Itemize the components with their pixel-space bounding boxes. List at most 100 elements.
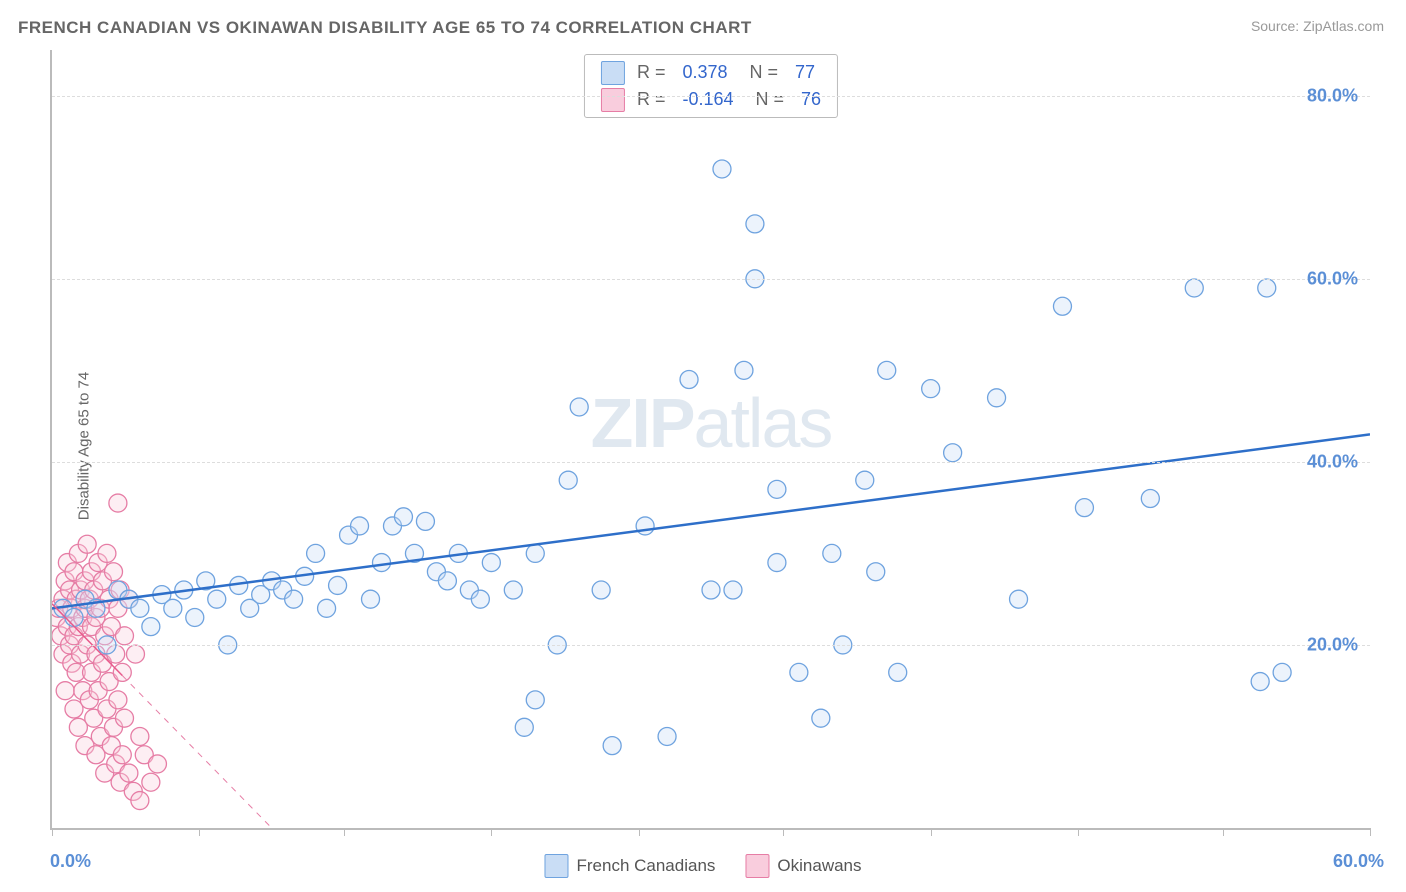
pink-point [98, 544, 116, 562]
blue-point [735, 361, 753, 379]
blue-point [142, 618, 160, 636]
pink-point [105, 563, 123, 581]
blue-point [482, 554, 500, 572]
x-tick-mark [1370, 828, 1371, 836]
blue-point [724, 581, 742, 599]
legend-item: Okinawans [745, 854, 861, 878]
blue-point [812, 709, 830, 727]
x-tick-mark [199, 828, 200, 836]
blue-point [285, 590, 303, 608]
gridline [52, 96, 1370, 97]
x-tick-mark [1078, 828, 1079, 836]
blue-point [504, 581, 522, 599]
blue-point [1075, 499, 1093, 517]
blue-point [1010, 590, 1028, 608]
blue-point [856, 471, 874, 489]
blue-point [329, 576, 347, 594]
legend-swatch [544, 854, 568, 878]
blue-point [790, 663, 808, 681]
blue-point [713, 160, 731, 178]
blue-point [416, 512, 434, 530]
y-tick-label: 80.0% [1307, 85, 1358, 106]
pink-point [115, 709, 133, 727]
y-tick-label: 40.0% [1307, 451, 1358, 472]
pink-point [142, 773, 160, 791]
legend-label: French Canadians [576, 856, 715, 876]
blue-point [318, 599, 336, 617]
blue-point [570, 398, 588, 416]
blue-point [1273, 663, 1291, 681]
blue-point [438, 572, 456, 590]
blue-point [1185, 279, 1203, 297]
x-tick-mark [52, 828, 53, 836]
blue-point [889, 663, 907, 681]
blue-point [373, 554, 391, 572]
blue-point [592, 581, 610, 599]
blue-point [878, 361, 896, 379]
blue-point [867, 563, 885, 581]
x-tick-mark [783, 828, 784, 836]
source-label: Source: ZipAtlas.com [1251, 18, 1384, 34]
pink-point [120, 764, 138, 782]
scatter-svg [52, 50, 1370, 828]
blue-point [208, 590, 226, 608]
x-tick-max: 60.0% [1333, 851, 1384, 872]
x-tick-mark [639, 828, 640, 836]
pink-point [148, 755, 166, 773]
pink-point [131, 792, 149, 810]
plot-area: R = 0.378 N = 77R = -0.164 N = 76 ZIPatl… [50, 50, 1370, 830]
x-tick-mark [1223, 828, 1224, 836]
blue-point [944, 444, 962, 462]
blue-point [307, 544, 325, 562]
blue-point [768, 554, 786, 572]
pink-point [56, 682, 74, 700]
blue-point [636, 517, 654, 535]
blue-point [702, 581, 720, 599]
source-link[interactable]: ZipAtlas.com [1303, 18, 1384, 34]
pink-point [109, 494, 127, 512]
blue-point [186, 608, 204, 626]
blue-point [351, 517, 369, 535]
blue-point [922, 380, 940, 398]
x-tick-mark [344, 828, 345, 836]
blue-point [823, 544, 841, 562]
x-tick-mark [931, 828, 932, 836]
pink-point [113, 663, 131, 681]
x-tick-min: 0.0% [50, 851, 91, 872]
blue-point [1258, 279, 1276, 297]
blue-point [65, 608, 83, 626]
x-tick-mark [491, 828, 492, 836]
legend-series: French Canadians Okinawans [544, 854, 861, 878]
blue-point [768, 480, 786, 498]
blue-point [988, 389, 1006, 407]
y-tick-label: 60.0% [1307, 268, 1358, 289]
blue-point [746, 215, 764, 233]
blue-point [394, 508, 412, 526]
gridline [52, 462, 1370, 463]
pink-point [131, 727, 149, 745]
gridline [52, 645, 1370, 646]
blue-point [526, 691, 544, 709]
y-tick-label: 20.0% [1307, 634, 1358, 655]
blue-point [603, 737, 621, 755]
blue-point [164, 599, 182, 617]
pink-point [126, 645, 144, 663]
gridline [52, 279, 1370, 280]
pink-point [109, 691, 127, 709]
blue-point [515, 718, 533, 736]
chart-title: FRENCH CANADIAN VS OKINAWAN DISABILITY A… [18, 18, 752, 38]
blue-point [362, 590, 380, 608]
pink-point [113, 746, 131, 764]
blue-point [680, 371, 698, 389]
legend-item: French Canadians [544, 854, 715, 878]
blue-point [131, 599, 149, 617]
blue-point [1053, 297, 1071, 315]
blue-point [1251, 673, 1269, 691]
chart-container: FRENCH CANADIAN VS OKINAWAN DISABILITY A… [0, 0, 1406, 892]
legend-swatch [745, 854, 769, 878]
pink-point [115, 627, 133, 645]
blue-point [658, 727, 676, 745]
blue-point [471, 590, 489, 608]
blue-point [559, 471, 577, 489]
pink-point [78, 535, 96, 553]
